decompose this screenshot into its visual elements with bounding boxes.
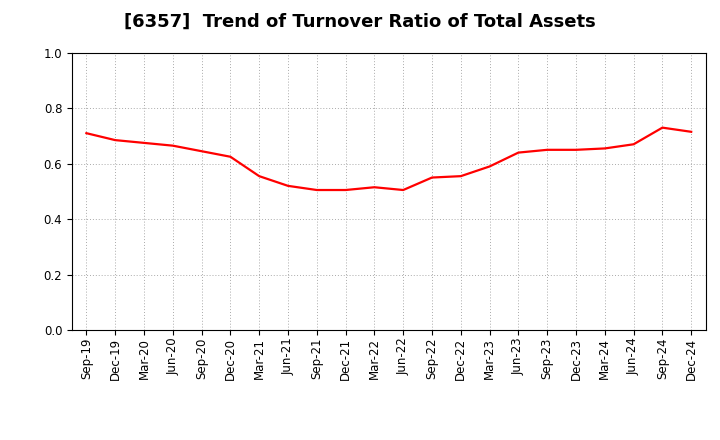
Text: [6357]  Trend of Turnover Ratio of Total Assets: [6357] Trend of Turnover Ratio of Total … [124,13,596,31]
